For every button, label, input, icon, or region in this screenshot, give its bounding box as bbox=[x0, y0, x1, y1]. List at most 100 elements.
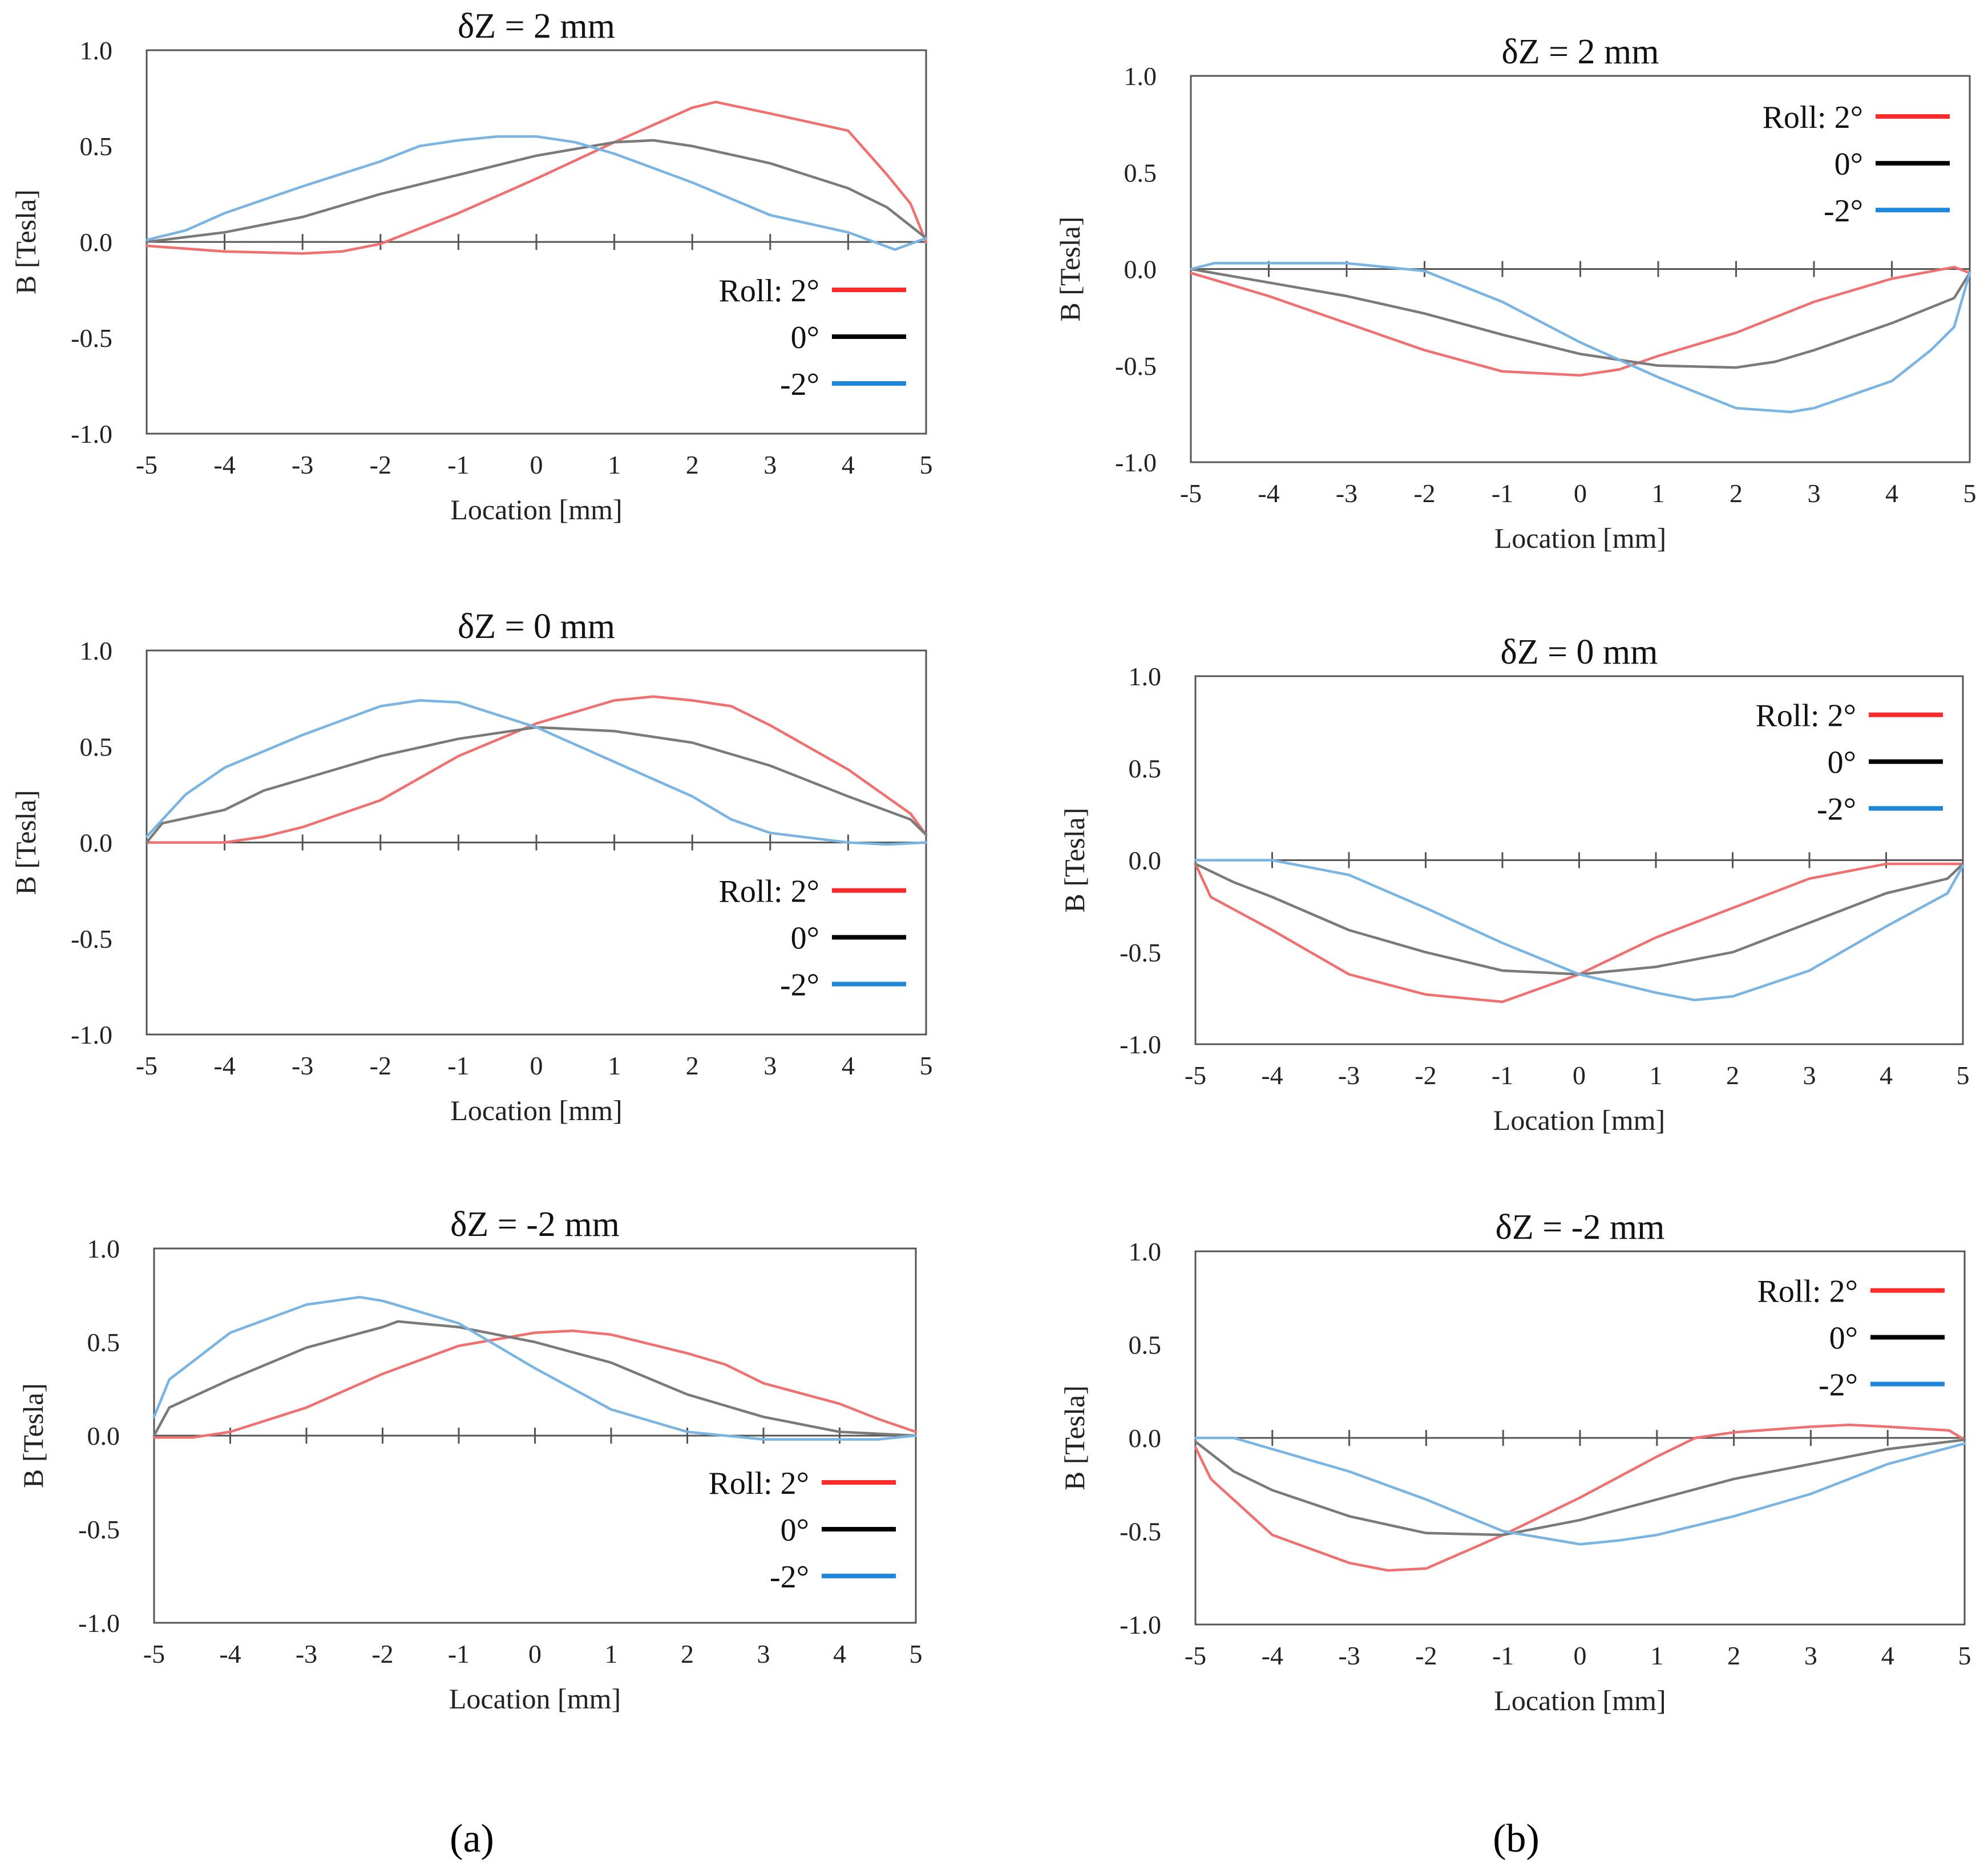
legend-label-2: -2° bbox=[780, 367, 819, 402]
x-tick-label: -4 bbox=[213, 1051, 235, 1080]
x-tick-label: -3 bbox=[296, 1639, 317, 1668]
x-tick-label: -3 bbox=[292, 1051, 313, 1080]
legend-label-1: 0° bbox=[1835, 147, 1863, 182]
series-line-2 bbox=[1189, 262, 1971, 414]
y-axis-title: B [Tesla] bbox=[17, 1383, 49, 1488]
x-tick-label: -1 bbox=[1492, 1641, 1514, 1670]
y-tick-label: -0.5 bbox=[71, 324, 112, 353]
x-axis-title: Location [mm] bbox=[1494, 1684, 1666, 1716]
x-tick-label: 5 bbox=[1958, 1641, 1971, 1670]
y-axis-title: B [Tesla] bbox=[1058, 1385, 1090, 1490]
chart-2: δZ = 0 mm -5 -4 -3 -2 -1 0 1 2 3 4 5 1.0 0.5 0.0 -0.5 -1… bbox=[10, 607, 933, 1126]
y-tick-label: 1.0 bbox=[1124, 62, 1157, 91]
x-tick-label: -2 bbox=[1415, 1641, 1437, 1670]
x-tick-label: -5 bbox=[1185, 1061, 1206, 1090]
x-tick-label: -5 bbox=[136, 450, 157, 479]
x-tick-label: 0 bbox=[1574, 479, 1587, 508]
legend-label-0: Roll: 2° bbox=[1763, 100, 1863, 135]
legend-label-0: Roll: 2° bbox=[719, 874, 819, 910]
y-tick-label: -0.5 bbox=[78, 1515, 120, 1544]
series-line-1 bbox=[145, 726, 928, 844]
chart-title: δZ = 2 mm bbox=[458, 7, 615, 46]
series-line-0 bbox=[1189, 265, 1971, 377]
y-tick-label: 0.0 bbox=[87, 1421, 120, 1450]
x-tick-label: -4 bbox=[1261, 1061, 1283, 1090]
x-tick-label: 0 bbox=[530, 450, 543, 479]
x-tick-label: 1 bbox=[1650, 1061, 1663, 1090]
x-tick-label: 2 bbox=[686, 450, 699, 479]
legend-label-1: 0° bbox=[1829, 1321, 1858, 1356]
series-line-1 bbox=[145, 139, 928, 244]
y-tick-label: 0.5 bbox=[80, 732, 113, 761]
x-axis-title: Location [mm] bbox=[450, 494, 622, 526]
series-line-1 bbox=[1189, 268, 1971, 369]
x-tick-label: -3 bbox=[292, 450, 313, 479]
legend-label-0: Roll: 2° bbox=[1757, 1274, 1858, 1310]
y-tick-label: 0.5 bbox=[1124, 158, 1157, 187]
x-tick-label: -5 bbox=[143, 1639, 165, 1668]
legend-label-2: -2° bbox=[780, 968, 819, 1003]
x-tick-label: 5 bbox=[1957, 1061, 1970, 1090]
x-tick-label: 3 bbox=[1804, 1641, 1817, 1670]
x-tick-label: 5 bbox=[920, 450, 933, 479]
x-tick-label: 4 bbox=[1885, 479, 1898, 508]
x-tick-label: -1 bbox=[1492, 1061, 1513, 1090]
x-tick-label: 1 bbox=[608, 450, 621, 479]
x-axis-title: Location [mm] bbox=[1494, 522, 1666, 554]
x-tick-label: -2 bbox=[1413, 479, 1435, 508]
legend-label-0: Roll: 2° bbox=[709, 1466, 809, 1501]
x-tick-label: 5 bbox=[920, 1051, 933, 1080]
panel-label-a: (a) bbox=[450, 1817, 494, 1861]
x-tick-label: 3 bbox=[757, 1639, 770, 1668]
chart-4: δZ = 2 mm -5 -4 -3 -2 -1 0 1 2 3 4 5 1.0 0.5 0.0 -0.5 -1… bbox=[1054, 33, 1977, 554]
y-tick-label: -1.0 bbox=[1120, 1030, 1161, 1059]
y-tick-label: 1.0 bbox=[80, 36, 113, 65]
x-tick-label: 3 bbox=[1803, 1061, 1816, 1090]
y-tick-label: -1.0 bbox=[78, 1609, 120, 1638]
x-tick-label: 0 bbox=[530, 1051, 543, 1080]
charts-layer: δZ = 2 mm -5 -4 -3 -2 -1 0 1 2 3 4 5 1.0 0.5 0.0 -0.5 -1… bbox=[10, 7, 1977, 1716]
x-tick-label: 5 bbox=[910, 1639, 923, 1668]
x-tick-label: 2 bbox=[681, 1639, 694, 1668]
x-tick-label: -2 bbox=[1415, 1061, 1436, 1090]
series-line-2 bbox=[145, 699, 928, 846]
y-tick-label: 1.0 bbox=[80, 636, 113, 665]
y-tick-label: -0.5 bbox=[71, 924, 112, 953]
legend-label-1: 0° bbox=[1828, 745, 1856, 781]
y-axis-title: B [Tesla] bbox=[1054, 217, 1086, 322]
x-tick-label: -4 bbox=[213, 450, 235, 479]
x-tick-label: 0 bbox=[1574, 1641, 1587, 1670]
chart-3: δZ = -2 mm -5 -4 -3 -2 -1 0 1 2 3 4 5 1.0 0.5 0.0 -0.5 -… bbox=[17, 1205, 923, 1715]
y-tick-label: 1.0 bbox=[1129, 662, 1162, 691]
x-tick-label: -4 bbox=[1258, 479, 1279, 508]
series-line-0 bbox=[145, 695, 928, 844]
x-tick-label: -3 bbox=[1338, 1641, 1360, 1670]
y-tick-label: -0.5 bbox=[1120, 938, 1161, 967]
x-tick-label: 1 bbox=[1650, 1641, 1663, 1670]
x-tick-label: 4 bbox=[1880, 1061, 1893, 1090]
y-tick-label: 0.5 bbox=[1129, 754, 1162, 783]
y-tick-label: 0.0 bbox=[1129, 1424, 1162, 1453]
x-tick-label: -1 bbox=[447, 450, 469, 479]
chart-title: δZ = 0 mm bbox=[458, 607, 615, 646]
x-axis-title: Location [mm] bbox=[450, 1094, 622, 1126]
y-tick-label: 0.0 bbox=[1129, 846, 1162, 875]
x-tick-label: 1 bbox=[1652, 479, 1665, 508]
legend-label-1: 0° bbox=[791, 320, 819, 355]
series-line-2 bbox=[152, 1296, 918, 1441]
x-tick-label: 4 bbox=[842, 450, 855, 479]
x-tick-label: -5 bbox=[1180, 479, 1202, 508]
chart-title: δZ = 2 mm bbox=[1501, 33, 1659, 71]
x-tick-label: 4 bbox=[842, 1051, 855, 1080]
y-axis-title: B [Tesla] bbox=[10, 189, 42, 294]
x-tick-label: 1 bbox=[608, 1051, 621, 1080]
chart-5: δZ = 0 mm -5 -4 -3 -2 -1 0 1 2 3 4 5 1.0 0.5 0.0 -0.5 -1… bbox=[1058, 633, 1970, 1136]
x-axis-title: Location [mm] bbox=[1493, 1104, 1665, 1136]
y-tick-label: -0.5 bbox=[1120, 1517, 1161, 1546]
x-tick-label: 1 bbox=[605, 1639, 618, 1668]
x-tick-label: -2 bbox=[371, 1639, 393, 1668]
x-tick-label: 3 bbox=[1808, 479, 1821, 508]
chart-title: δZ = 0 mm bbox=[1500, 633, 1658, 672]
x-tick-label: -3 bbox=[1336, 479, 1357, 508]
